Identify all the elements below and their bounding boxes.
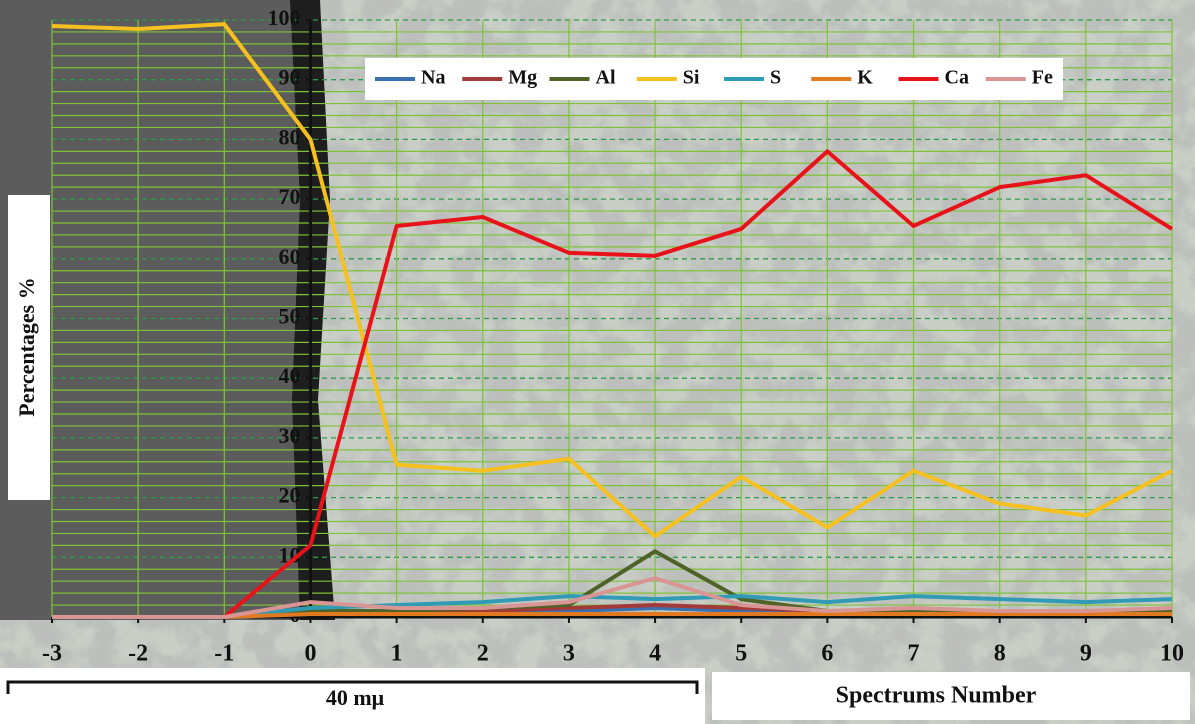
x-tick-label: 7 (908, 641, 920, 667)
scale-label: 40 mμ (326, 685, 385, 710)
y-tick-label: 90 (278, 65, 300, 90)
legend-label: Ca (945, 67, 969, 89)
y-tick-label: 70 (278, 184, 300, 209)
x-tick-label: 8 (994, 641, 1006, 667)
x-tick-label: -2 (128, 641, 148, 667)
legend-label: S (770, 67, 781, 89)
x-tick-label: 4 (649, 641, 661, 667)
x-tick-label: 0 (304, 641, 316, 667)
legend-label: Al (596, 67, 616, 89)
x-tick-label: 5 (735, 641, 747, 667)
y-axis-label: Percentages % (14, 277, 39, 417)
x-tick-label: 6 (821, 641, 833, 667)
y-tick-label: 50 (278, 304, 300, 329)
legend-label: Fe (1032, 67, 1053, 89)
x-tick-label: 2 (477, 641, 489, 667)
y-tick-label: 30 (278, 423, 300, 448)
x-tick-label: 3 (563, 641, 575, 667)
legend-label: Mg (508, 67, 537, 89)
legend-label: K (857, 67, 873, 89)
y-tick-label: 100 (267, 5, 300, 30)
y-tick-label: 20 (278, 483, 300, 508)
x-tick-label: 10 (1160, 641, 1184, 667)
y-tick-label: 60 (278, 244, 300, 269)
y-tick-label: 40 (278, 363, 300, 388)
chart: Percentages % 40 mμ Spectrums Number 0 10… (0, 0, 1195, 724)
legend-label: Na (421, 67, 445, 89)
x-tick-label: -1 (214, 641, 234, 667)
y-tick-label: 80 (278, 124, 300, 149)
x-tick-label: 1 (391, 641, 403, 667)
x-tick-label: -3 (42, 641, 62, 667)
legend-label: Si (683, 67, 700, 89)
x-axis-label: Spectrums Number (836, 683, 1037, 709)
x-tick-label: 9 (1080, 641, 1092, 667)
